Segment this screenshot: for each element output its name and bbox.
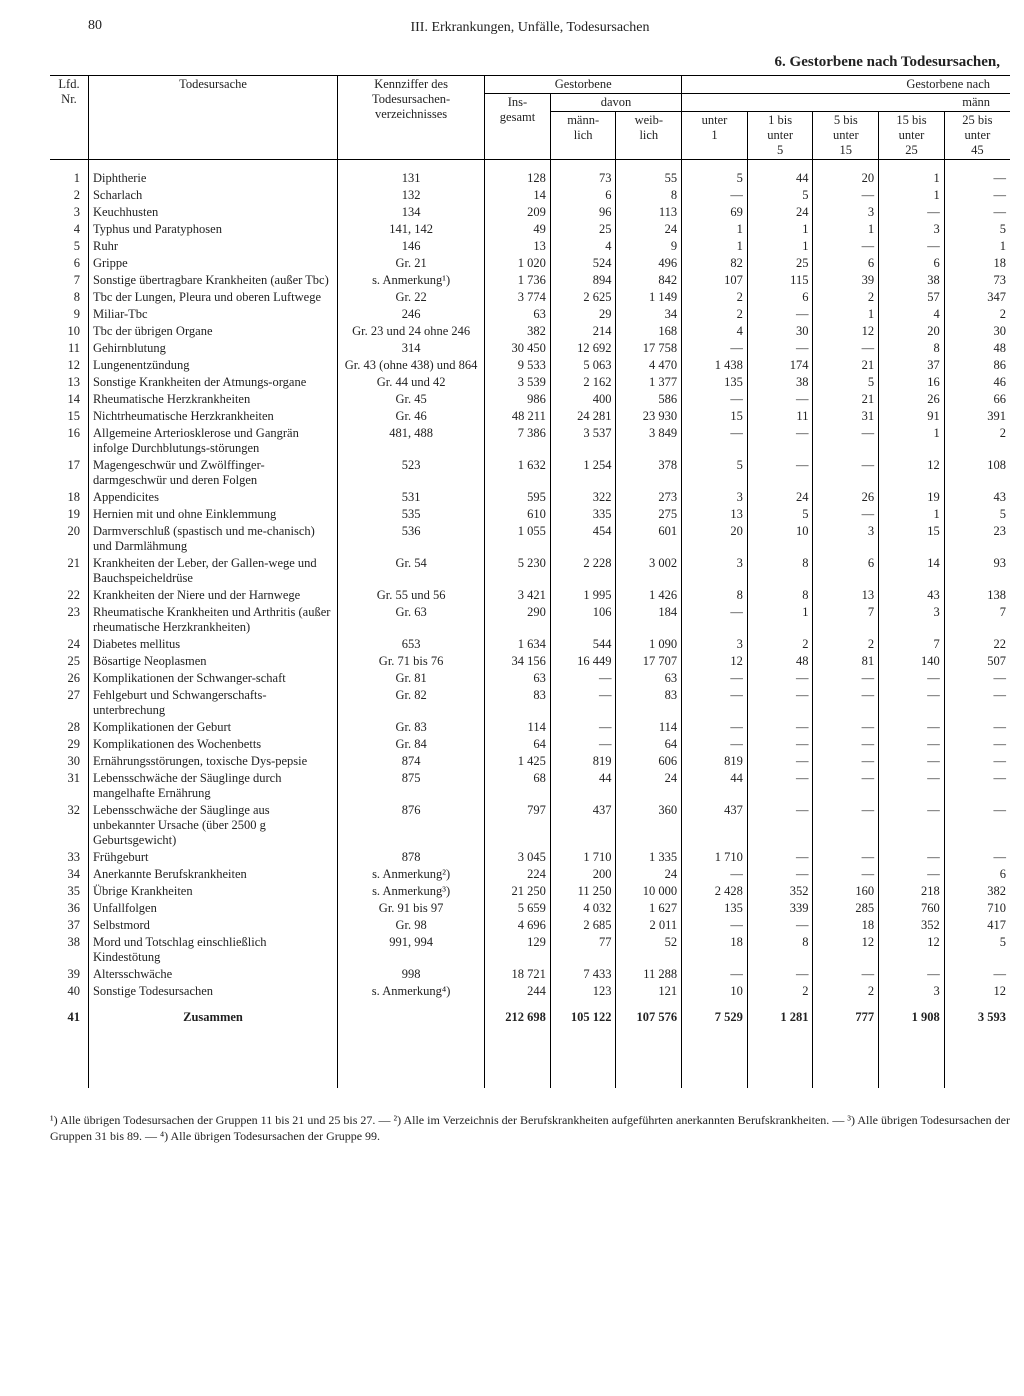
table-head: Lfd. Nr. Todesursache Kennziffer des Tod… — [50, 76, 1010, 160]
table-row: 3Keuchhusten1342099611369243—— — [50, 204, 1010, 221]
table-row: 37SelbstmordGr. 984 6962 6852 011——18352… — [50, 917, 1010, 934]
col-deceased: Gestorbene — [485, 76, 682, 94]
table-row: 24Diabetes mellitus6531 6345441 09032272… — [50, 636, 1010, 653]
table-row: 36UnfallfolgenGr. 91 bis 975 6594 0321 6… — [50, 900, 1010, 917]
table-row: 14Rheumatische HerzkrankheitenGr. 459864… — [50, 391, 1010, 408]
col-m: männ- lich — [550, 112, 616, 160]
col-byage: Gestorbene nach — [682, 76, 1010, 94]
table-row: 4Typhus und Paratyphosen141, 14249252411… — [50, 221, 1010, 238]
table-row: 6GrippeGr. 211 02052449682256618 — [50, 255, 1010, 272]
table-row: 17Magengeschwür und Zwölffinger-darmgesc… — [50, 457, 1010, 489]
mortality-table: Lfd. Nr. Todesursache Kennziffer des Tod… — [50, 75, 1010, 1088]
col-a4: 15 bis unter 25 — [879, 112, 945, 160]
col-lfd: Lfd. Nr. — [50, 76, 88, 160]
table-row: 39Altersschwäche99818 7217 43311 288————… — [50, 966, 1010, 983]
footnote: ¹) Alle übrigen Todesursachen der Gruppe… — [50, 1112, 1010, 1144]
col-code: Kennziffer des Todesursachen- verzeichni… — [338, 76, 485, 160]
running-header: III. Erkrankungen, Unfälle, Todesursache… — [50, 20, 1010, 36]
table-row: 32Lebensschwäche der Säuglinge aus unbek… — [50, 802, 1010, 849]
col-a5: 25 bis unter 45 — [944, 112, 1010, 160]
table-row: 20Darmverschluß (spastisch und me-chanis… — [50, 523, 1010, 555]
table-row: 22Krankheiten der Niere und der Harnwege… — [50, 587, 1010, 604]
col-a3: 5 bis unter 15 — [813, 112, 879, 160]
table-row: 9Miliar-Tbc2466329342—142 — [50, 306, 1010, 323]
col-w: weib- lich — [616, 112, 682, 160]
table-row: 18Appendicites531595322273324261943 — [50, 489, 1010, 506]
table-row: 33Frühgeburt8783 0451 7101 3351 710———— — [50, 849, 1010, 866]
table-row: 16Allgemeine Arteriosklerose und Gangrän… — [50, 425, 1010, 457]
table-row: 13Sonstige Krankheiten der Atmungs-organ… — [50, 374, 1010, 391]
table-row: 10Tbc der übrigen OrganeGr. 23 und 24 oh… — [50, 323, 1010, 340]
page-number: 80 — [88, 18, 102, 34]
table-row: 2Scharlach1321468—5—1— — [50, 187, 1010, 204]
table-row: 35Übrige Krankheitens. Anmerkung³)21 250… — [50, 883, 1010, 900]
table-row: 40Sonstige Todesursachens. Anmerkung⁴)24… — [50, 983, 1010, 1000]
col-a2: 1 bis unter 5 — [747, 112, 813, 160]
table-row: 15Nichtrheumatische HerzkrankheitenGr. 4… — [50, 408, 1010, 425]
col-a1: unter 1 — [682, 112, 748, 160]
col-male2: männ — [682, 94, 1010, 112]
col-davon: davon — [550, 94, 681, 112]
table-row: 30Ernährungsstörungen, toxische Dys-peps… — [50, 753, 1010, 770]
col-cause: Todesursache — [88, 76, 337, 160]
table-row: 34Anerkannte Berufskrankheitens. Anmerku… — [50, 866, 1010, 883]
table-row: 12LungenentzündungGr. 43 (ohne 438) und … — [50, 357, 1010, 374]
table-row: 31Lebensschwäche der Säuglinge durch man… — [50, 770, 1010, 802]
col-total: Ins- gesamt — [485, 94, 551, 160]
table-row: 29Komplikationen des WochenbettsGr. 8464… — [50, 736, 1010, 753]
table-row: 38Mord und Totschlag einschließlich Kind… — [50, 934, 1010, 966]
table-row: 21Krankheiten der Leber, der Gallen-wege… — [50, 555, 1010, 587]
table-row: 8Tbc der Lungen, Pleura und oberen Luftw… — [50, 289, 1010, 306]
table-row: 28Komplikationen der GeburtGr. 83114—114… — [50, 719, 1010, 736]
table-row: 11Gehirnblutung31430 45012 69217 758———8… — [50, 340, 1010, 357]
sum-row: 41Zusammen212 698105 122107 5767 5291 28… — [50, 1000, 1010, 1026]
table-row: 25Bösartige NeoplasmenGr. 71 bis 7634 15… — [50, 653, 1010, 670]
table-body: 1Diphtherie1311287355544201—2Scharlach13… — [50, 160, 1010, 1089]
table-row: 19Hernien mit und ohne Einklemmung535610… — [50, 506, 1010, 523]
table-title: 6. Gestorbene nach Todesursachen, — [50, 54, 1010, 71]
table-row: 26Komplikationen der Schwanger-schaftGr.… — [50, 670, 1010, 687]
table-row: 5Ruhr146134911——1 — [50, 238, 1010, 255]
table-row: 1Diphtherie1311287355544201— — [50, 170, 1010, 187]
table-row: 7Sonstige übertragbare Krankheiten (auße… — [50, 272, 1010, 289]
table-row: 23Rheumatische Krankheiten und Arthritis… — [50, 604, 1010, 636]
table-row: 27Fehlgeburt und Schwangerschafts-unterb… — [50, 687, 1010, 719]
